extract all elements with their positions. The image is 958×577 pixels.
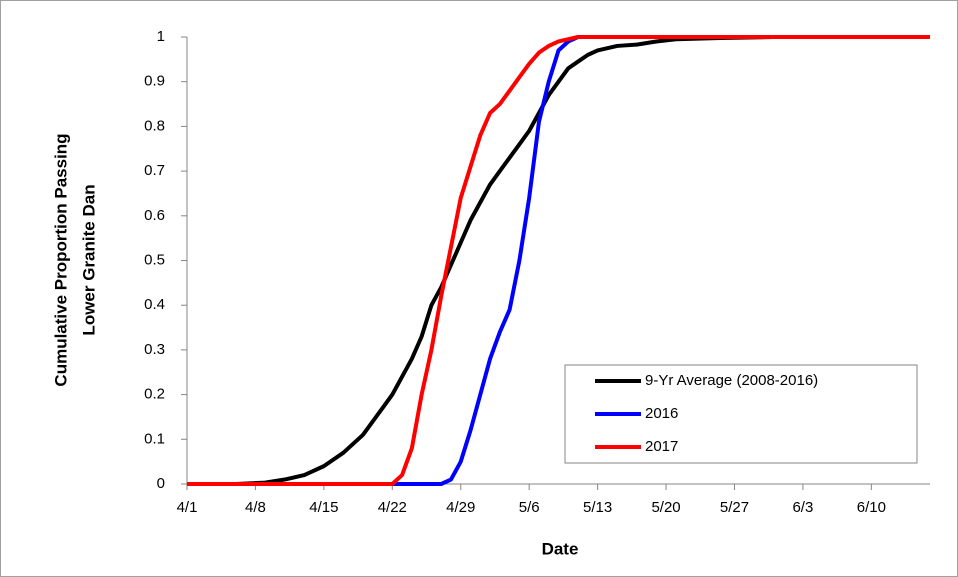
y-tick-label: 0.1 — [144, 430, 165, 447]
y-tick-label: 0.7 — [144, 162, 165, 179]
x-tick-label: 6/3 — [792, 499, 813, 516]
y-axis-title: Lower Granite Dan — [79, 184, 98, 335]
legend-label: 2016 — [645, 405, 678, 422]
series-line — [187, 35, 930, 486]
x-tick-label: 5/13 — [583, 499, 612, 516]
x-tick-label: 5/20 — [651, 499, 680, 516]
y-tick-label: 0.5 — [144, 251, 165, 268]
y-tick-label: 1 — [157, 28, 165, 45]
x-tick-label: 5/6 — [519, 499, 540, 516]
y-tick-label: 0.6 — [144, 207, 165, 224]
legend-label: 2017 — [645, 438, 678, 455]
series-line — [187, 35, 930, 486]
x-tick-label: 4/15 — [309, 499, 338, 516]
y-tick-label: 0.4 — [144, 296, 165, 313]
y-tick-label: 0.8 — [144, 117, 165, 134]
y-tick-label: 0.2 — [144, 386, 165, 403]
y-tick-label: 0.3 — [144, 341, 165, 358]
x-tick-label: 4/1 — [177, 499, 198, 516]
x-tick-label: 6/10 — [857, 499, 886, 516]
x-tick-label: 5/27 — [720, 499, 749, 516]
x-tick-label: 4/8 — [245, 499, 266, 516]
y-tick-label: 0 — [157, 475, 165, 492]
legend-label: 9-Yr Average (2008-2016) — [645, 372, 818, 389]
y-tick-label: 0.9 — [144, 73, 165, 90]
x-tick-label: 4/22 — [378, 499, 407, 516]
x-tick-label: 4/29 — [446, 499, 475, 516]
y-axis-title: Cumulative Proportion Passing — [51, 133, 70, 386]
x-axis-title: Date — [542, 539, 579, 558]
